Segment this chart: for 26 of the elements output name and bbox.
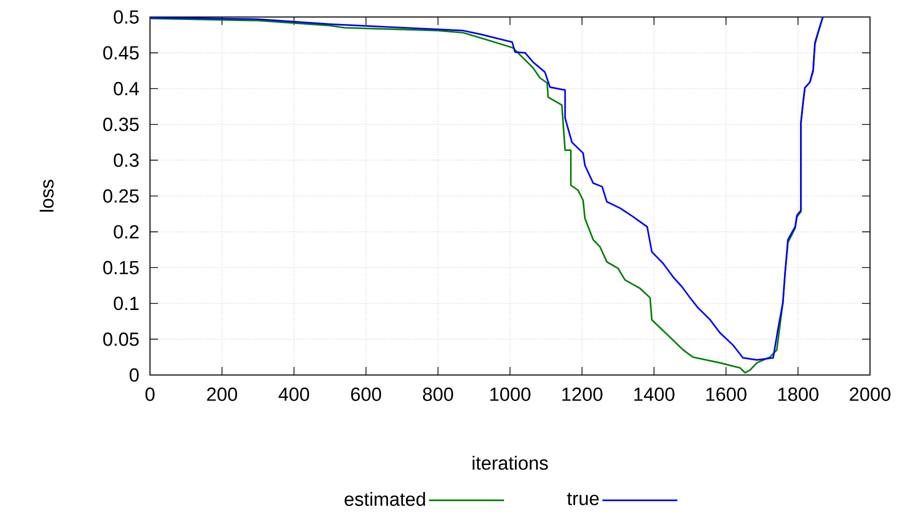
- y-tick-label: 0.5: [114, 10, 139, 24]
- x-tick-label: 1200: [562, 388, 602, 401]
- x-tick-label: 1600: [706, 388, 746, 401]
- y-tick-label: 0.25: [103, 189, 139, 203]
- y-tick-label: 0.1: [114, 296, 139, 310]
- x-tick-label: 2000: [850, 388, 890, 401]
- x-tick-label: 600: [351, 388, 382, 401]
- x-tick-label: 1000: [490, 388, 530, 401]
- x-tick-label: 0: [145, 388, 155, 401]
- y-tick-label: 0.15: [103, 260, 139, 274]
- x-tick-label: 400: [278, 388, 310, 401]
- legend-label: estimated: [344, 492, 425, 506]
- legend-label: true: [567, 492, 599, 506]
- y-tick-label: 0: [130, 368, 139, 382]
- y-tick-label: 0.45: [103, 46, 139, 60]
- x-tick-label: 1800: [778, 388, 818, 401]
- y-tick-label: 0.3: [114, 153, 139, 167]
- y-tick-label: 0.05: [103, 332, 139, 346]
- x-axis-title: iterations: [472, 456, 548, 470]
- x-tick-label: 1400: [634, 388, 674, 401]
- x-tick-label: 800: [422, 388, 454, 401]
- y-tick-label: 0.2: [114, 225, 139, 239]
- y-tick-label: 0.35: [103, 118, 139, 132]
- y-axis-title: loss: [40, 180, 54, 212]
- x-tick-label: 200: [207, 388, 238, 401]
- y-tick-label: 0.4: [114, 82, 139, 96]
